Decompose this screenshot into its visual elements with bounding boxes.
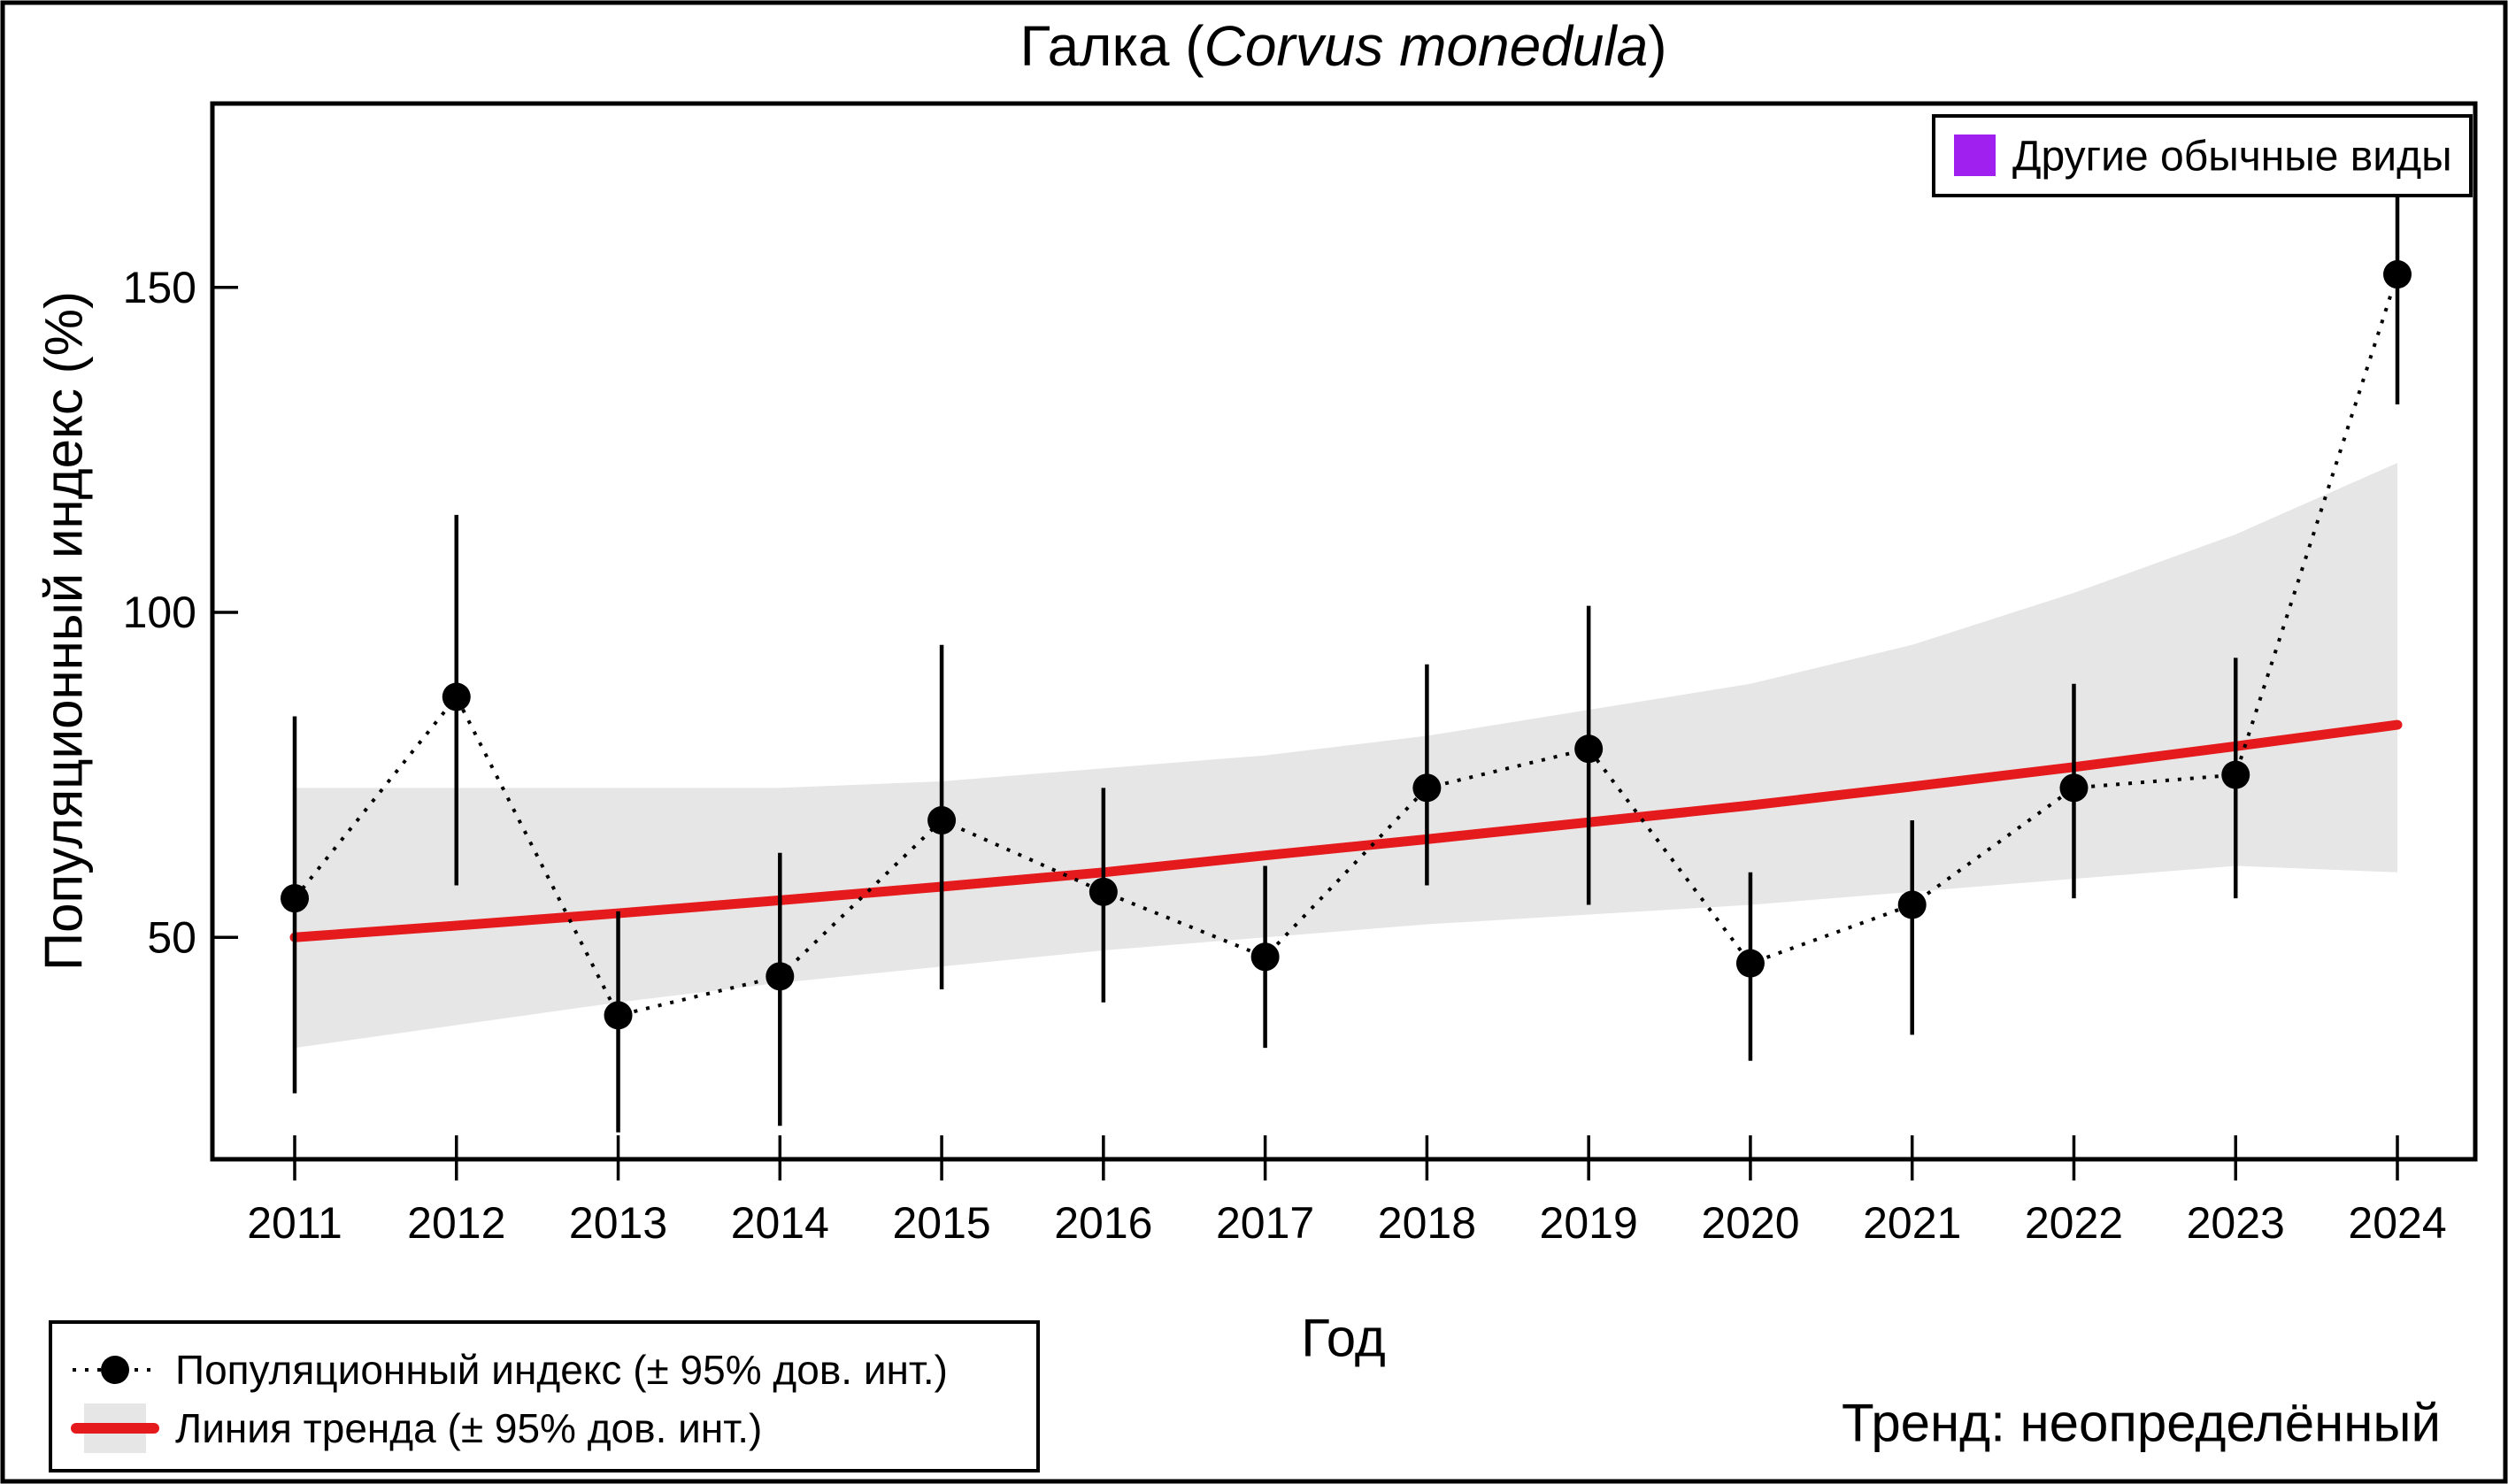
data-point-2021 [1897,890,1927,919]
x-tick-label-2013: 2013 [569,1198,667,1248]
data-point-2023 [2221,760,2250,789]
data-point-2018 [1412,773,1442,803]
legend-top-right-box [1932,114,2473,197]
legend-bottom-left: Популяционный индекс (± 95% дов. инт.) Л… [49,1320,1040,1472]
data-point-2014 [765,962,795,991]
data-point-2015 [927,806,957,835]
x-tick-label-2019: 2019 [1540,1198,1638,1248]
x-tick-label-2014: 2014 [731,1198,829,1248]
data-point-2016 [1089,877,1118,906]
x-tick-label-2015: 2015 [892,1198,990,1248]
data-point-2012 [442,682,471,711]
x-tick-label-2016: 2016 [1054,1198,1152,1248]
chart-title-suffix: ) [1648,14,1666,78]
chart-title-species: Corvus monedula [1204,14,1649,78]
plot-area-layers [281,125,2412,1133]
chart-title-prefix: Галка ( [1020,14,1204,78]
x-tick-label-2024: 2024 [2348,1198,2446,1248]
chart-title: Галка (Corvus monedula) [1020,14,1667,78]
plot-border [210,101,2478,1162]
y-axis-title: Популяционный индекс (%) [35,291,94,971]
x-tick-label-2020: 2020 [1701,1198,1799,1248]
legend-trend-label: Линия тренда (± 95% дов. инт.) [175,1405,762,1451]
x-tick-label-2023: 2023 [2187,1198,2285,1248]
legend-bottom-box [49,1320,1040,1472]
data-point-2019 [1574,734,1604,764]
data-point-2020 [1735,949,1765,978]
x-tick-label-2022: 2022 [2025,1198,2123,1248]
data-point-2024 [2383,260,2412,289]
data-point-2017 [1250,942,1280,972]
axis-layers: 50 100 150 2011 2012 2013 2014 2015 2016 2017 2018… [123,263,2447,1248]
x-tick-label-2021: 2021 [1863,1198,1961,1248]
index-dotted-line [293,273,2399,1018]
x-tick-label-2011: 2011 [247,1198,342,1248]
x-axis-title: Год [1301,1309,1386,1368]
trend-note: Тренд: неопределённый [1842,1394,2441,1453]
data-point-2011 [281,884,309,913]
trend-line [289,719,2403,942]
legend-index-point [101,1356,129,1384]
y-tick-label-150: 150 [123,263,196,312]
x-tick-label-2017: 2017 [1216,1198,1314,1248]
legend-index-label: Популяционный индекс (± 95% дов. инт.) [175,1347,948,1393]
legend-top-right-label: Другие обычные виды [2012,134,2452,181]
other-common-species-swatch [1954,135,1996,176]
y-tick-label-50: 50 [147,912,196,962]
x-tick-label-2012: 2012 [407,1198,505,1248]
data-point-2022 [2059,773,2089,803]
data-point-2013 [604,1001,633,1030]
legend-top-right: Другие обычные виды [1932,114,2473,197]
y-tick-label-100: 100 [123,588,196,637]
x-tick-label-2018: 2018 [1378,1198,1476,1248]
trend-ci-band [295,463,2398,1049]
